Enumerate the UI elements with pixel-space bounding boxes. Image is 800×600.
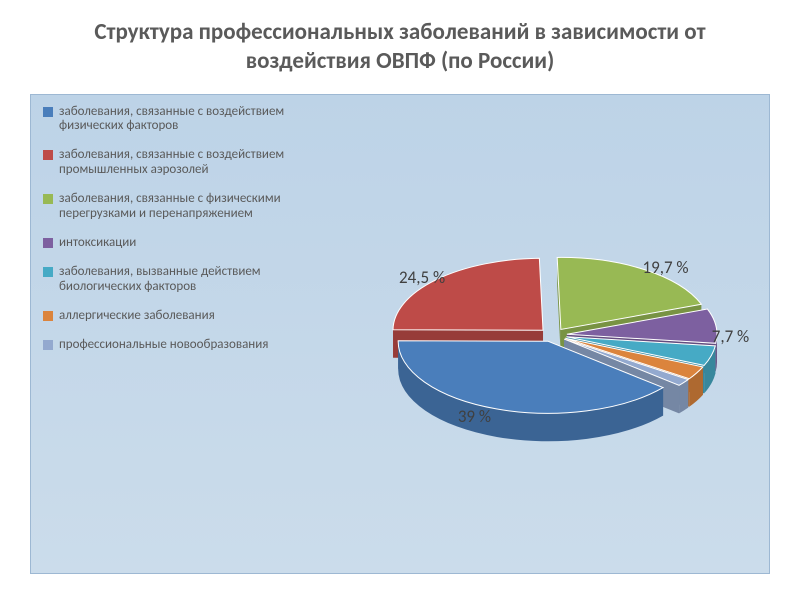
- legend-item: заболевания, вызванные действием биологи…: [43, 265, 303, 295]
- legend-swatch: [43, 107, 53, 117]
- legend-item: интоксикации: [43, 236, 303, 251]
- legend-item: профессиональные новообразования: [43, 338, 303, 353]
- legend-swatch: [43, 340, 53, 350]
- chart-title: Структура профессиональных заболеваний в…: [0, 0, 800, 84]
- data-label: 24,5 %: [399, 267, 445, 288]
- legend-label: аллергические заболевания: [59, 309, 303, 324]
- legend-swatch: [43, 194, 53, 204]
- legend-label: заболевания, связанные с физическими пер…: [59, 192, 303, 222]
- legend-swatch: [43, 150, 53, 160]
- data-label: 39 %: [458, 406, 491, 427]
- legend-item: аллергические заболевания: [43, 309, 303, 324]
- legend: заболевания, связанные с воздействием фи…: [43, 105, 303, 367]
- data-label: 19,7 %: [642, 257, 688, 278]
- legend-label: профессиональные новообразования: [59, 338, 303, 353]
- legend-label: заболевания, связанные с воздействием фи…: [59, 105, 303, 135]
- legend-label: интоксикации: [59, 236, 303, 251]
- legend-label: заболевания, вызванные действием биологи…: [59, 265, 303, 295]
- legend-item: заболевания, связанные с воздействием пр…: [43, 148, 303, 178]
- legend-label: заболевания, связанные с воздействием пр…: [59, 148, 303, 178]
- legend-swatch: [43, 238, 53, 248]
- legend-item: заболевания, связанные с воздействием фи…: [43, 105, 303, 135]
- legend-item: заболевания, связанные с физическими пер…: [43, 192, 303, 222]
- legend-swatch: [43, 267, 53, 277]
- legend-swatch: [43, 311, 53, 321]
- data-label: 7,7 %: [712, 326, 749, 347]
- chart-area: заболевания, связанные с воздействием фи…: [30, 94, 770, 574]
- pie-chart: 39 %24,5 %19,7 %7,7 %: [323, 185, 743, 515]
